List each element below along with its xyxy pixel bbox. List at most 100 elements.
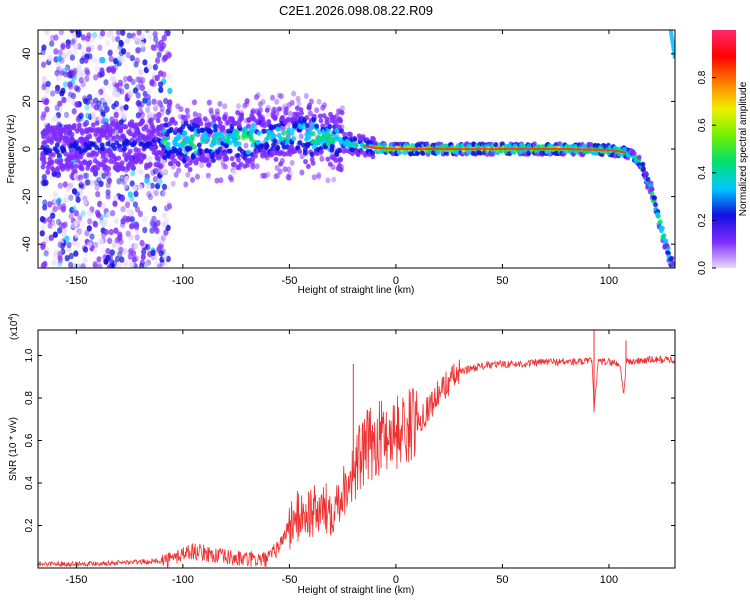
spectrogram-cell bbox=[298, 133, 304, 140]
spectrogram-cell bbox=[245, 162, 250, 168]
spectrogram-cell bbox=[136, 38, 142, 46]
spectrogram-cell bbox=[205, 136, 211, 142]
spectrogram-cell bbox=[316, 98, 322, 105]
spectrogram-cell bbox=[372, 140, 378, 146]
x-tick-label: 50 bbox=[496, 275, 508, 287]
spectrogram-cell bbox=[147, 140, 153, 146]
spectrogram-cell bbox=[78, 154, 84, 160]
spectrogram-cell bbox=[173, 120, 178, 126]
spectrogram-cell bbox=[337, 147, 343, 153]
spectrogram-cell bbox=[119, 256, 125, 263]
spectrogram-cell bbox=[224, 142, 229, 149]
spectrogram-cell bbox=[223, 155, 229, 161]
spectrogram-plot: -150 -100 -50 0 50 100 -40 -20 0 20 40 Height of s… bbox=[6, 29, 676, 296]
spectrogram-cell bbox=[175, 103, 181, 110]
spectrogram-cell bbox=[82, 159, 87, 165]
spectrogram-cell bbox=[202, 116, 208, 122]
spectrogram-cell bbox=[125, 206, 131, 214]
spectrogram-cell bbox=[161, 128, 167, 134]
spectrogram-cell bbox=[130, 170, 136, 177]
spectrogram-cell bbox=[160, 248, 166, 255]
spectrogram-cell bbox=[131, 141, 137, 147]
spectrogram-cell bbox=[157, 99, 163, 107]
spectrogram-cell bbox=[85, 35, 91, 42]
spectrogram-cell bbox=[74, 163, 79, 169]
spectrogram-cell bbox=[657, 219, 663, 225]
spectrogram-cell bbox=[298, 107, 304, 113]
spectrogram-cell bbox=[97, 114, 103, 122]
spectrogram-cell bbox=[296, 100, 302, 107]
spectrogram-cell bbox=[342, 131, 347, 137]
spectrogram-cell bbox=[65, 42, 71, 50]
spectrogram-cell bbox=[97, 44, 103, 51]
spectrogram-cell bbox=[116, 60, 122, 67]
spectrogram-cell bbox=[155, 219, 161, 227]
spectrogram-cell bbox=[109, 249, 115, 256]
spectrogram-cell bbox=[129, 54, 135, 62]
spectrogram-cell bbox=[227, 148, 233, 154]
spectrogram-cell bbox=[46, 216, 53, 223]
spectrogram-cell bbox=[79, 57, 85, 64]
spectrogram-cell bbox=[653, 202, 658, 208]
y-tick-label: 0.2 bbox=[24, 518, 35, 532]
spectrogram-cell bbox=[90, 102, 96, 109]
spectrogram-cell bbox=[265, 111, 271, 118]
spectrogram-cell bbox=[655, 211, 660, 217]
spectrogram-cell bbox=[329, 143, 335, 149]
spectrogram-cell bbox=[266, 119, 272, 125]
spectrogram-cell bbox=[244, 101, 249, 108]
spectrogram-cell bbox=[236, 157, 241, 163]
spectrogram-cell bbox=[280, 115, 286, 121]
spectrogram-cell bbox=[155, 56, 161, 64]
spectrogram-cell bbox=[322, 137, 328, 143]
spectrogram-cell bbox=[129, 119, 135, 125]
spectrogram-cell bbox=[123, 124, 129, 130]
spectrogram-cell bbox=[242, 102, 248, 109]
spectrogram-cell bbox=[270, 94, 276, 101]
x-tick-label: -150 bbox=[65, 275, 87, 287]
spectrogram-cell bbox=[64, 235, 70, 242]
spectrogram-cell bbox=[307, 127, 313, 133]
spectrogram-cell bbox=[641, 166, 646, 172]
spectrogram-cell bbox=[162, 54, 168, 62]
spectrogram-cell bbox=[57, 227, 63, 234]
spectrogram-cell bbox=[133, 243, 139, 250]
spectrogram-cell bbox=[163, 229, 169, 236]
spectrogram-cell bbox=[156, 155, 161, 161]
spectrogram-cell bbox=[149, 79, 155, 87]
spectrogram-cell bbox=[41, 174, 47, 181]
spectrogram-cell bbox=[103, 157, 109, 163]
spectrogram-cell bbox=[66, 241, 72, 249]
spectrogram-cell bbox=[152, 224, 158, 231]
spectrogram-cell bbox=[54, 104, 60, 111]
spectrogram-cell bbox=[106, 97, 112, 105]
spectrogram-cell bbox=[138, 168, 144, 176]
spectrogram-cell bbox=[44, 247, 50, 254]
spectrogram-cell bbox=[149, 117, 154, 123]
spectrogram-cell bbox=[42, 199, 48, 206]
spectrogram-cell bbox=[71, 205, 77, 212]
spectrogram-cell bbox=[255, 92, 261, 98]
spectrogram-cell bbox=[70, 92, 76, 100]
spectrogram-cell bbox=[87, 159, 93, 166]
spectrogram-cell bbox=[102, 219, 108, 226]
spectrogram-cell bbox=[165, 108, 171, 116]
spectrogram-cell bbox=[149, 219, 156, 226]
spectrogram-cell bbox=[52, 115, 58, 122]
spectrogram-cell bbox=[333, 157, 339, 163]
spectrogram-cell bbox=[331, 176, 337, 183]
spectrogram-cell bbox=[176, 167, 182, 174]
spectrogram-cell bbox=[273, 173, 279, 180]
spectrogram-cell bbox=[56, 197, 62, 204]
spectrogram-cell bbox=[103, 94, 109, 101]
spectrogram-cell bbox=[82, 199, 88, 206]
colorbar-ticks: 0.0 0.2 0.4 0.6 0.8 bbox=[697, 70, 716, 275]
spectrogram-cell bbox=[56, 138, 62, 144]
spectrogram-cell bbox=[128, 209, 134, 216]
spectrogram-cell bbox=[155, 41, 161, 48]
spectrogram-cell bbox=[291, 90, 297, 97]
spectrogram-cell bbox=[74, 191, 80, 198]
spectrogram-cell bbox=[114, 263, 120, 268]
spectrogram-cell bbox=[278, 161, 284, 167]
spectrogram-cell bbox=[129, 180, 135, 187]
